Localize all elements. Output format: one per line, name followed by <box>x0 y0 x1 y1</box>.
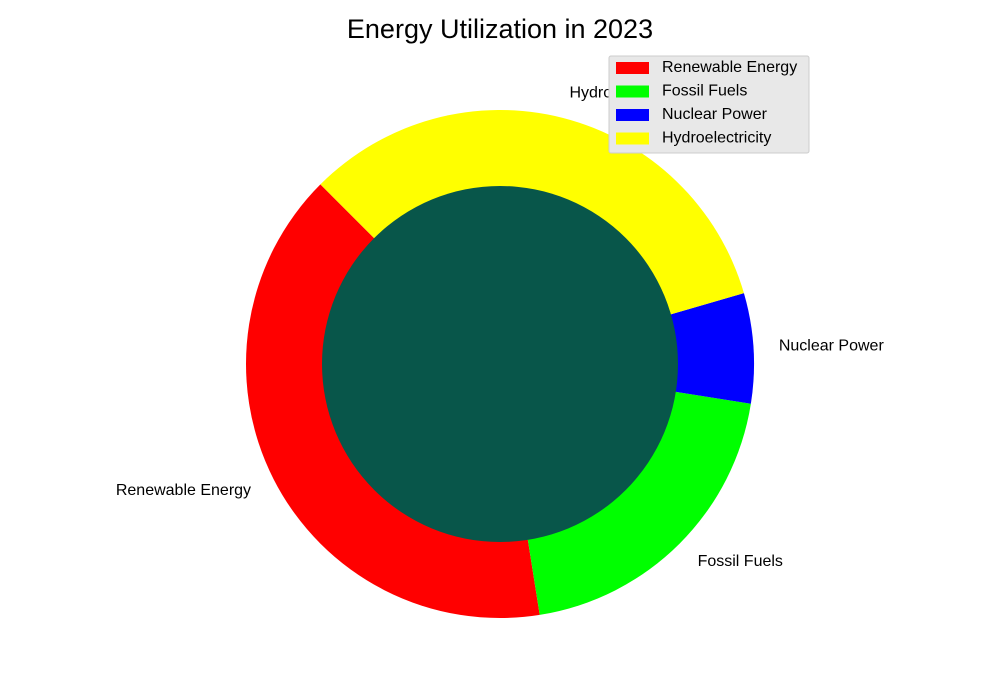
legend-swatch-hydroelectricity <box>616 132 649 145</box>
slice-label-nuclear-power: Nuclear Power <box>779 338 885 355</box>
slice-label-fossil-fuels: Fossil Fuels <box>698 553 783 570</box>
legend-swatch-nuclear-power <box>616 109 649 121</box>
legend-swatch-renewable-energy <box>616 62 649 74</box>
slice-label-renewable-energy: Renewable Energy <box>116 482 251 499</box>
legend-label-fossil-fuels: Fossil Fuels <box>662 83 747 100</box>
legend-label-hydroelectricity: Hydroelectricity <box>662 130 771 147</box>
legend-swatch-fossil-fuels <box>616 85 649 98</box>
donut-center <box>322 186 678 542</box>
legend-box <box>608 55 810 154</box>
chart-title: Energy Utilization in 2023 <box>347 14 653 44</box>
legend-label-renewable-energy: Renewable Energy <box>662 59 797 76</box>
legend: Renewable Energy Fossil Fuels Nuclear Powe… <box>608 55 810 154</box>
legend-label-nuclear-power: Nuclear Power <box>662 106 768 123</box>
